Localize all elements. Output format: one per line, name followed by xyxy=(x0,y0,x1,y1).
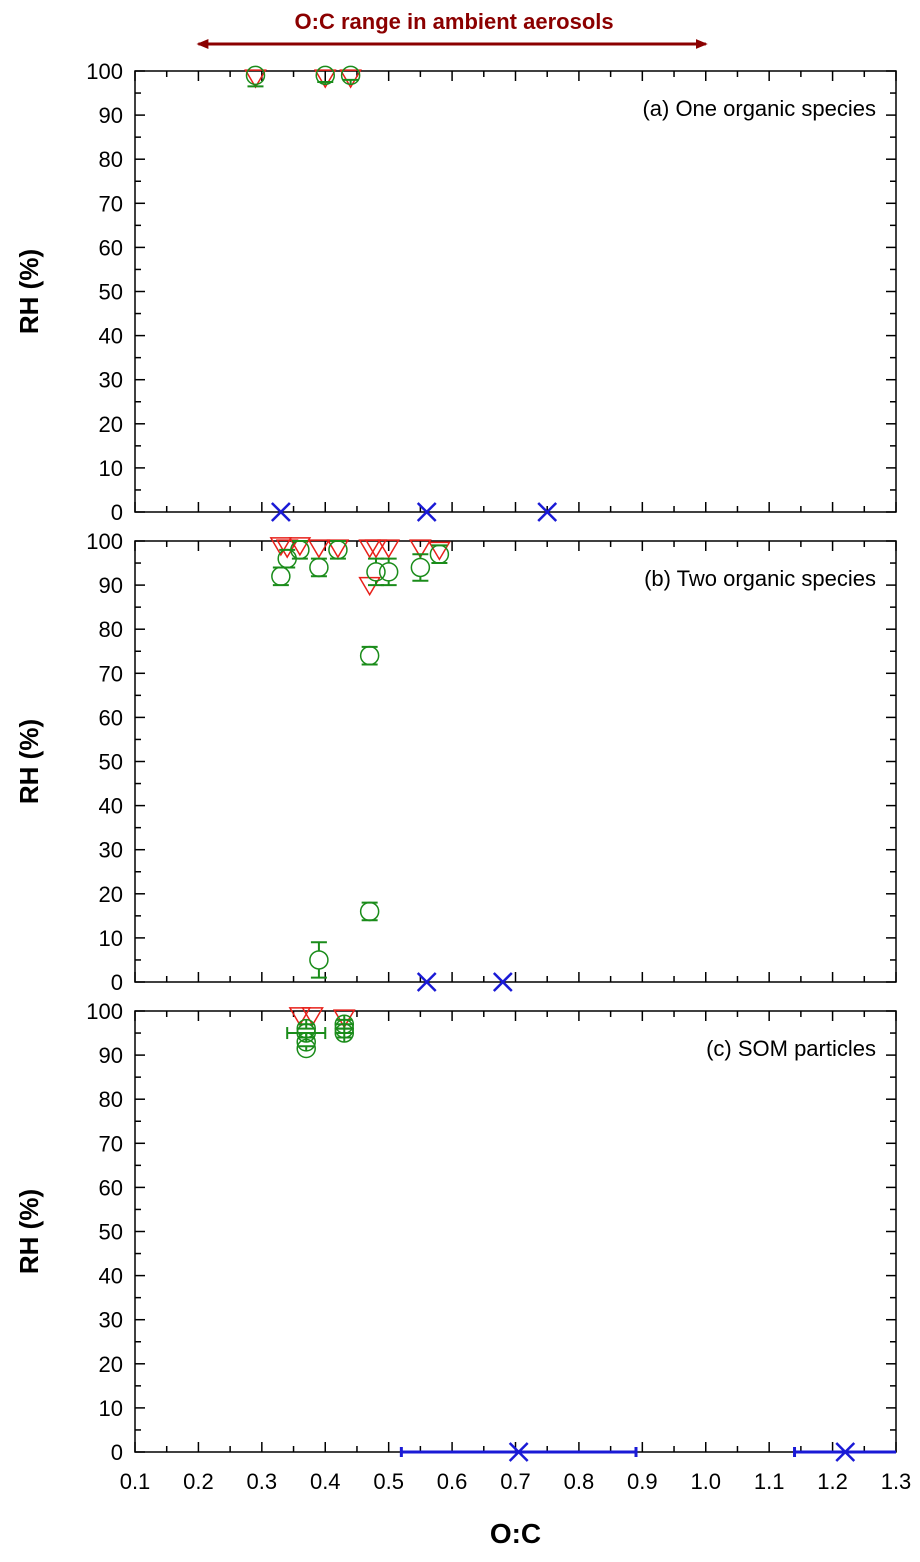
x-tick-label: 0.9 xyxy=(627,1469,658,1494)
y-tick-label: 70 xyxy=(99,191,123,216)
y-tick-label: 40 xyxy=(99,324,123,349)
panel-a: (a) One organic species RH (%) 0 10 20 30 40… xyxy=(14,59,896,525)
panel-a-label: (a) One organic species xyxy=(642,96,876,121)
y-tick-label: 10 xyxy=(99,456,123,481)
y-tick-label: 80 xyxy=(99,617,123,642)
panel-b-y-axis-label: RH (%) xyxy=(14,719,44,804)
x-tick-label: 1.3 xyxy=(881,1469,912,1494)
plot-frame xyxy=(135,541,896,982)
y-tick-label: 30 xyxy=(99,1308,123,1333)
x-tick-label: 0.4 xyxy=(310,1469,341,1494)
y-tick-label: 60 xyxy=(99,705,123,730)
y-tick-label: 30 xyxy=(99,368,123,393)
data-point-circle xyxy=(310,558,328,576)
y-tick-label: 40 xyxy=(99,1264,123,1289)
y-tick-label: 100 xyxy=(86,999,123,1024)
panel-a-y-axis-label: RH (%) xyxy=(14,249,44,334)
y-tick-label: 100 xyxy=(86,529,123,554)
x-tick-label: 0.7 xyxy=(500,1469,531,1494)
y-tick-label: 0 xyxy=(111,970,123,995)
plot-frame xyxy=(135,71,896,512)
y-tick-label: 90 xyxy=(99,1043,123,1068)
panel-b: (b) Two organic species RH (%) 0 10 20 30 40… xyxy=(14,529,896,995)
y-tick-label: 90 xyxy=(99,103,123,128)
x-tick-label: 0.6 xyxy=(437,1469,468,1494)
y-tick-label: 10 xyxy=(99,926,123,951)
y-tick-label: 50 xyxy=(99,280,123,305)
y-tick-label: 90 xyxy=(99,573,123,598)
x-tick-label: 0.8 xyxy=(564,1469,595,1494)
plot-frame xyxy=(135,1011,896,1452)
range-annotation: O:C range in ambient aerosols xyxy=(198,9,705,44)
data-point-circle xyxy=(272,567,290,585)
x-tick-label: 1.2 xyxy=(817,1469,848,1494)
x-tick-label: 0.1 xyxy=(120,1469,151,1494)
y-tick-label: 100 xyxy=(86,59,123,84)
data-point-circle xyxy=(411,558,429,576)
y-tick-label: 20 xyxy=(99,882,123,907)
data-point-circle xyxy=(310,951,328,969)
x-tick-label: 0.2 xyxy=(183,1469,214,1494)
data-point-circle xyxy=(380,563,398,581)
range-annotation-label: O:C range in ambient aerosols xyxy=(295,9,614,34)
y-tick-label: 0 xyxy=(111,1440,123,1465)
y-tick-label: 80 xyxy=(99,1087,123,1112)
y-tick-label: 40 xyxy=(99,794,123,819)
y-tick-label: 60 xyxy=(99,235,123,260)
y-tick-label: 70 xyxy=(99,661,123,686)
x-tick-label: 1.0 xyxy=(690,1469,721,1494)
panel-c-label: (c) SOM particles xyxy=(706,1036,876,1061)
data-point-circle xyxy=(361,647,379,665)
y-tick-label: 50 xyxy=(99,1220,123,1245)
y-tick-label: 10 xyxy=(99,1396,123,1421)
x-tick-label: 1.1 xyxy=(754,1469,785,1494)
y-tick-label: 50 xyxy=(99,750,123,775)
panel-c: (c) SOM particles RH (%) 0 10 20 30 40 50 60 70… xyxy=(14,999,911,1494)
y-tick-label: 0 xyxy=(111,500,123,525)
y-tick-label: 30 xyxy=(99,838,123,863)
panel-c-y-axis-label: RH (%) xyxy=(14,1189,44,1274)
x-tick-label: 0.5 xyxy=(373,1469,404,1494)
y-tick-label: 20 xyxy=(99,412,123,437)
panel-b-label: (b) Two organic species xyxy=(644,566,876,591)
x-axis-label: O:C xyxy=(490,1518,541,1549)
y-tick-label: 20 xyxy=(99,1352,123,1377)
x-tick-label: 0.3 xyxy=(247,1469,278,1494)
y-tick-label: 60 xyxy=(99,1175,123,1200)
data-point-circle xyxy=(361,902,379,920)
y-tick-label: 70 xyxy=(99,1131,123,1156)
y-tick-label: 80 xyxy=(99,147,123,172)
